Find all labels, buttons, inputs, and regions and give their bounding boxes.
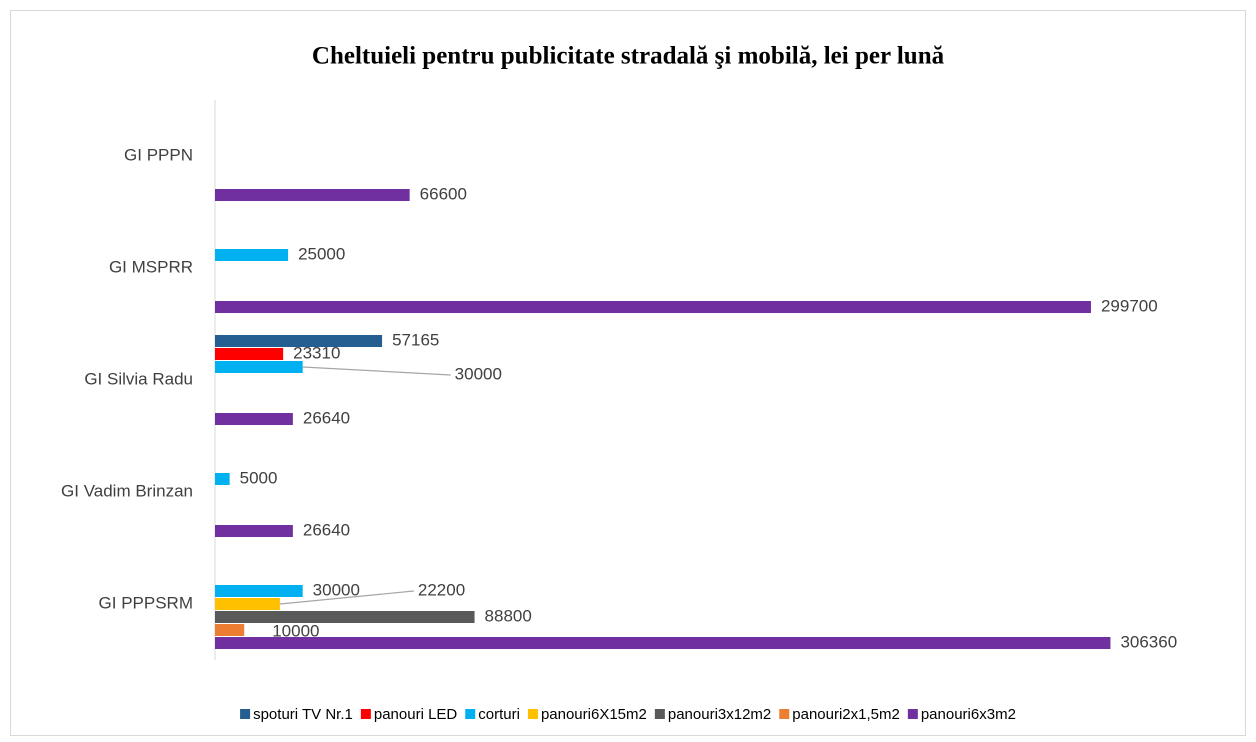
legend-swatch xyxy=(465,709,476,719)
bar xyxy=(215,611,475,623)
bar xyxy=(215,637,1111,649)
bar xyxy=(215,335,383,347)
category-label: GI Silvia Radu xyxy=(84,369,193,388)
data-label: 299700 xyxy=(1101,296,1158,315)
data-label: 22200 xyxy=(418,580,465,599)
bar xyxy=(215,189,410,201)
legend-swatch xyxy=(240,709,251,719)
legend-swatch xyxy=(360,709,371,719)
data-label: 30000 xyxy=(455,364,502,383)
category-label: GI PPPSRM xyxy=(99,593,193,612)
legend-label: panouri3x12m2 xyxy=(668,706,771,723)
bar xyxy=(215,413,293,425)
data-label: 66600 xyxy=(420,184,467,203)
legend-label: panouri6X15m2 xyxy=(541,706,647,723)
legend: spoturi TV Nr.1 panouri LED corturi panouri… xyxy=(240,706,1016,723)
data-label: 30000 xyxy=(313,580,360,599)
data-label: 5000 xyxy=(240,468,278,487)
data-label: 306360 xyxy=(1120,632,1177,651)
legend-label: panouri2x1,5m2 xyxy=(792,706,900,723)
legend-label: panouri LED xyxy=(374,706,458,723)
category-label: GI MSPRR xyxy=(109,257,193,276)
legend-label: spoturi TV Nr.1 xyxy=(253,706,353,723)
legend-swatch xyxy=(527,709,538,719)
bar xyxy=(215,585,303,597)
bar xyxy=(215,348,284,360)
legend-label: panouri6x3m2 xyxy=(921,706,1016,723)
data-label: 23310 xyxy=(293,343,340,362)
data-label: 88800 xyxy=(485,606,532,625)
leader-line xyxy=(302,366,451,376)
bar xyxy=(215,249,289,261)
bar xyxy=(215,525,293,537)
legend-label: corturi xyxy=(478,706,520,723)
bar xyxy=(215,361,303,373)
leader-line xyxy=(279,590,414,605)
category-label: GI Vadim Brinzan xyxy=(61,481,193,500)
bar xyxy=(215,473,230,485)
data-label: 25000 xyxy=(298,244,345,263)
chart-border xyxy=(10,10,1246,736)
data-label: 10000 xyxy=(272,621,319,640)
category-label: GI PPPN xyxy=(124,145,193,164)
data-label: 26640 xyxy=(303,408,350,427)
bar xyxy=(215,624,245,636)
bar xyxy=(215,598,280,610)
bar xyxy=(215,301,1091,313)
data-label: 26640 xyxy=(303,520,350,539)
legend-swatch xyxy=(907,709,918,719)
data-label: 57165 xyxy=(392,330,439,349)
chart-title: Cheltuieli pentru publicitate stradală ş… xyxy=(312,43,945,70)
legend-swatch xyxy=(654,709,665,719)
legend-swatch xyxy=(779,709,790,719)
